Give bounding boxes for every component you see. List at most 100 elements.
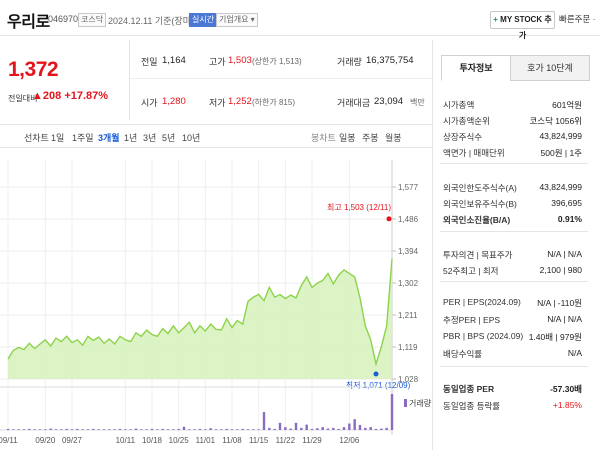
period-tab-3[interactable]: 3개월 <box>98 133 120 143</box>
info-value-14: +1.85% <box>552 400 582 410</box>
y-tick-label: 1,302 <box>398 279 419 288</box>
volume-bar <box>12 429 15 430</box>
volume-bar <box>284 427 287 430</box>
volume-bar <box>129 429 132 430</box>
volume-bar <box>113 429 116 430</box>
info-label-4: 외국인한도주식수(A) <box>443 183 517 193</box>
x-tick-label: 12/06 <box>339 436 360 445</box>
x-tick-label: 11/15 <box>249 436 269 445</box>
mystock-label: MY STOCK 추가 <box>497 15 552 40</box>
volume-bar <box>241 428 244 430</box>
info-label-7: 투자의견 | 목표주가 <box>443 250 513 260</box>
info-label-9: PER | EPS(2024.09) <box>443 297 521 307</box>
company-overview-button[interactable]: 기업개요 ▾ <box>216 13 258 27</box>
info-value-1: 코스닥 1056위 <box>529 116 582 126</box>
volume-bar <box>134 428 138 430</box>
volume-bar <box>156 429 159 430</box>
info-label-12: 배당수익률 <box>443 349 483 359</box>
volume-bar <box>332 427 335 430</box>
volume-value: 16,375,754 <box>366 55 414 66</box>
volume-label: 거래량 <box>337 57 362 67</box>
info-value-12: N/A <box>567 348 582 358</box>
volume-bar <box>337 428 340 430</box>
info-value-3: 500원 | 1주 <box>540 148 582 158</box>
price-area <box>8 258 392 379</box>
tab-invest-info[interactable]: 투자정보 <box>441 55 511 81</box>
volume-bar <box>65 428 68 430</box>
tab-weekly[interactable]: 주봉 <box>362 133 379 143</box>
period-tab-6[interactable]: 5년 <box>162 133 176 143</box>
tab-daily[interactable]: 일봉 <box>339 133 356 143</box>
x-tick-label: 11/22 <box>276 436 296 445</box>
tab-quote-10[interactable]: 호가 10단계 <box>510 55 590 81</box>
prev-close-value: 1,164 <box>162 55 186 66</box>
volume-bar <box>364 427 367 430</box>
stock-name: 우리로 <box>7 14 50 31</box>
info-value-0: 601억원 <box>552 100 582 110</box>
sidebar <box>432 40 600 450</box>
realtime-button[interactable]: 실시간 <box>189 13 218 27</box>
volume-bar <box>348 423 351 430</box>
info-value-5: 396,695 <box>551 198 582 208</box>
volume-bar <box>369 427 372 430</box>
info-label-13: 동일업종 PER <box>443 384 495 394</box>
change-label: 전일대비 <box>8 94 38 103</box>
volume-bar <box>305 424 308 430</box>
volume-bar <box>273 428 276 430</box>
volume-bar <box>33 429 36 430</box>
x-tick-label: 09/11 <box>0 436 18 445</box>
x-tick-label: 11/29 <box>302 436 322 445</box>
period-tab-7[interactable]: 10년 <box>182 133 201 143</box>
candle-chart-label: 봉차트 <box>311 133 336 143</box>
period-tab-1[interactable]: 1일 <box>51 133 65 143</box>
period-bar <box>0 124 432 148</box>
volume-bar <box>358 424 362 430</box>
add-mystock-button[interactable]: + MY STOCK 추가 <box>490 11 555 40</box>
volume-bar <box>145 429 148 430</box>
volume-bar <box>220 429 223 430</box>
amount-unit: 백만 <box>410 98 425 107</box>
y-tick-label: 1,119 <box>398 343 418 352</box>
change-value: ▲208 +17.87% <box>32 90 108 102</box>
volume-bar <box>316 428 319 430</box>
info-label-3: 액면가 | 매매단위 <box>443 148 505 158</box>
up-arrow-icon: ▲ <box>32 90 43 102</box>
volume-bar <box>17 429 20 430</box>
volume-legend-label: 거래량 <box>409 398 432 408</box>
period-tab-5[interactable]: 3년 <box>143 133 157 143</box>
x-tick-label: 11/08 <box>222 436 242 445</box>
volume-bar <box>28 428 31 430</box>
y-tick-label: 1,394 <box>398 247 419 256</box>
info-label-6: 외국인소진율(B/A) <box>443 215 511 225</box>
tab-monthly[interactable]: 월봉 <box>385 133 402 143</box>
volume-bar <box>44 429 47 430</box>
low-value: 1,252 <box>228 96 252 107</box>
volume-bar <box>166 429 170 430</box>
quick-order-button[interactable]: 빠른주문 · <box>559 14 596 24</box>
volume-bar <box>92 428 95 430</box>
y-tick-label: 1,577 <box>398 183 419 192</box>
open-label: 시가 <box>141 98 158 108</box>
volume-bar <box>49 428 52 430</box>
x-tick-label: 10/18 <box>142 436 163 445</box>
period-tab-0[interactable]: 선차트 <box>24 133 49 143</box>
period-tab-2[interactable]: 1주일 <box>72 133 94 143</box>
volume-bar <box>188 429 191 430</box>
volume-bar <box>268 427 271 430</box>
period-tab-4[interactable]: 1년 <box>124 133 138 143</box>
stock-header <box>0 0 600 36</box>
volume-bar <box>321 427 324 430</box>
info-separator <box>440 366 588 367</box>
info-separator <box>440 231 588 232</box>
info-value-2: 43,824,999 <box>539 131 582 141</box>
volume-bar <box>198 428 202 430</box>
volume-bar <box>374 428 378 430</box>
info-label-8: 52주최고 | 최저 <box>443 266 499 276</box>
info-value-10: N/A | N/A <box>547 314 582 324</box>
change-amount: 208 <box>42 90 62 102</box>
volume-bar <box>252 429 255 430</box>
volume-bar <box>38 429 42 430</box>
date-text: 2024.12.11 기준(장마감) <box>108 16 203 26</box>
volume-bar <box>172 429 175 430</box>
price-chart[interactable]: 1,577 1,486 1,394 1,302 1,211 1,119 1,028 09/11… <box>0 150 432 450</box>
